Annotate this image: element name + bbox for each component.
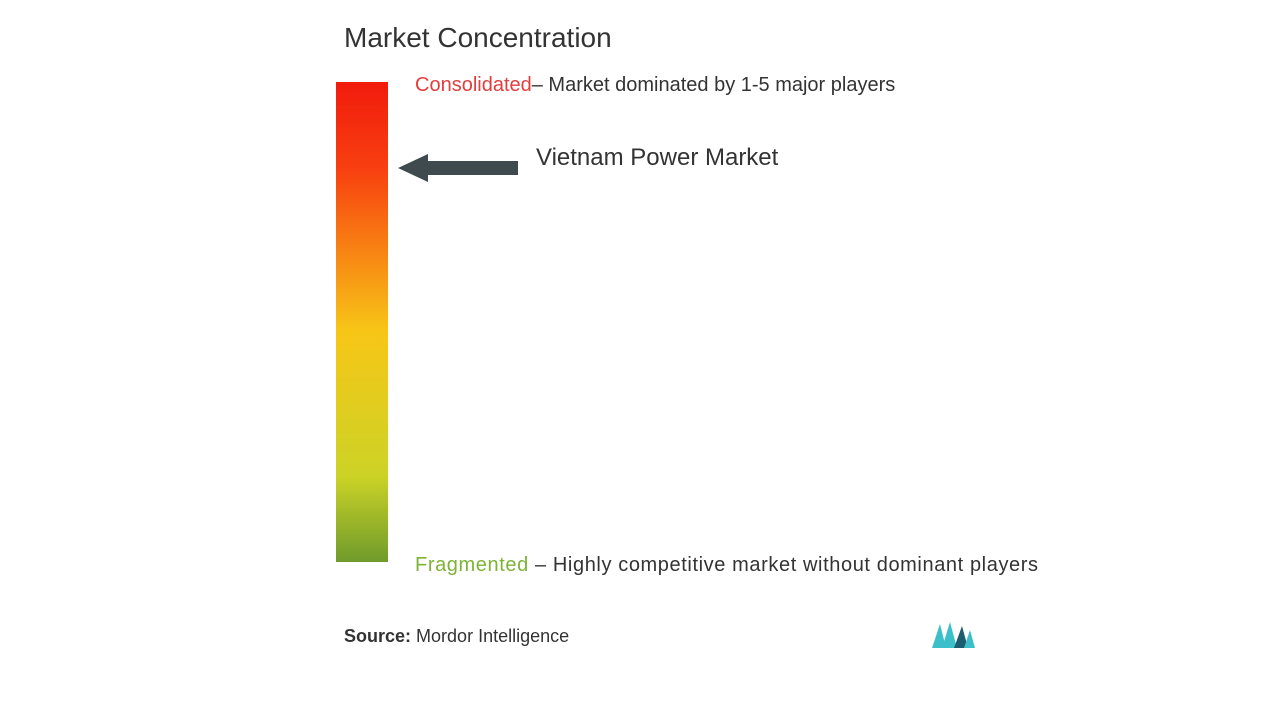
chart-title: Market Concentration — [344, 22, 612, 54]
marker-arrow-icon — [398, 154, 518, 182]
fragmented-accent: Fragmented — [415, 554, 529, 576]
source-line: Source: Mordor Intelligence — [344, 626, 569, 647]
logo-shape-4 — [964, 630, 975, 648]
brand-logo-icon — [930, 620, 976, 650]
source-text: Mordor Intelligence — [416, 626, 569, 646]
marker-label: Vietnam Power Market — [536, 144, 778, 172]
fragmented-rest: – Highly competitive market without domi… — [529, 554, 1039, 576]
consolidated-accent: Consolidated — [415, 74, 532, 96]
consolidated-label: Consolidated– Market dominated by 1-5 ma… — [415, 74, 895, 97]
marker-arrow-shape — [398, 154, 518, 182]
concentration-gradient-bar — [336, 82, 388, 562]
fragmented-label: Fragmented – Highly competitive market w… — [415, 554, 1039, 577]
logo-shape-2 — [942, 622, 957, 648]
source-prefix: Source: — [344, 626, 411, 646]
consolidated-rest: – Market dominated by 1-5 major players — [532, 74, 896, 96]
